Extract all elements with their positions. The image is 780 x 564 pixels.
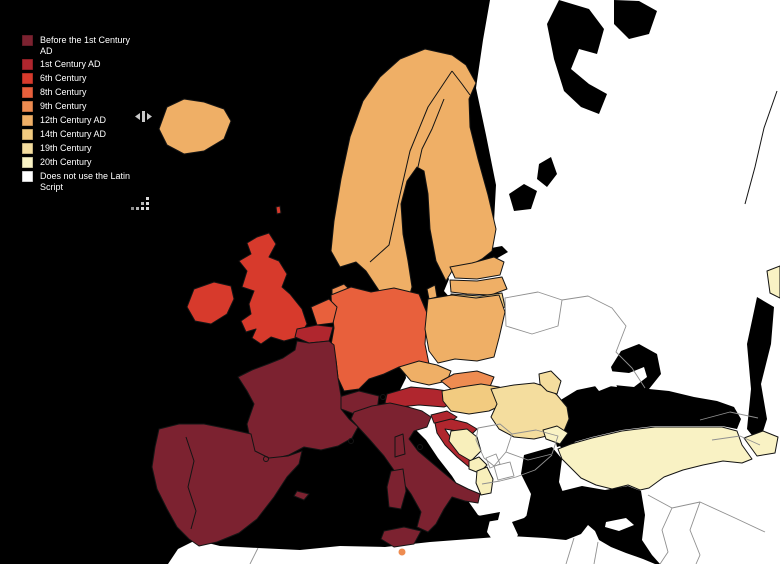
country-uk: [238, 232, 308, 345]
legend-label: 6th Century: [40, 73, 87, 83]
country-poland: [424, 294, 506, 364]
island-shetland: [275, 205, 282, 215]
country-netherlands: [310, 298, 338, 326]
island-balearics: [293, 490, 310, 501]
country-albania: [475, 466, 494, 496]
legend-item: 6th Century: [22, 73, 134, 84]
island-corsica: [394, 433, 406, 458]
legend-swatch: [22, 143, 33, 154]
legend-item: Before the 1st Century AD: [22, 35, 134, 56]
border-belarus: [504, 291, 563, 335]
legend-swatch: [22, 73, 33, 84]
lake-ladoga: [509, 184, 537, 211]
border-armenia: [711, 435, 761, 446]
legend-swatch: [22, 59, 33, 70]
legend-swatch: [22, 87, 33, 98]
region-kazakhstan-edge: [766, 265, 780, 299]
legend-item: 9th Century: [22, 101, 134, 112]
border-macedonia: [493, 461, 515, 481]
legend-item: 14th Century AD: [22, 129, 134, 140]
legend-label: 20th Century: [40, 157, 92, 167]
border-russia-kazakhstan: [744, 90, 778, 205]
microstate-san-marino: [417, 444, 423, 450]
border-sweden-finland: [417, 98, 445, 168]
border-ukraine-russia: [561, 295, 646, 389]
country-turkey: [557, 426, 753, 491]
legend-label: 14th Century AD: [40, 129, 107, 139]
legend-label: Before the 1st Century AD: [40, 35, 131, 56]
legend-swatch: [22, 129, 33, 140]
legend: Before the 1st Century AD 1st Century AD…: [22, 35, 134, 192]
sea-caspian: [747, 297, 774, 444]
country-fennoscandia: [330, 48, 497, 318]
legend-swatch: [22, 115, 33, 126]
sea-black-sea: [551, 344, 741, 447]
border-norway-finland: [451, 70, 471, 96]
legend-swatch: [22, 171, 33, 182]
border-iraq-saudi: [689, 501, 701, 564]
legend-item: 19th Century: [22, 143, 134, 154]
legend-item: 12th Century AD: [22, 115, 134, 126]
legend-label: 9th Century: [40, 101, 87, 111]
peninsula-crimea: [591, 367, 647, 391]
lake-onega: [537, 157, 557, 187]
legend-item: Does not use the Latin Script: [22, 171, 134, 192]
country-iberia: [151, 423, 303, 547]
legend-swatch: [22, 101, 33, 112]
island-cyprus: [605, 518, 634, 531]
country-czechia: [398, 360, 452, 386]
border-tunisia-libya: [593, 541, 599, 564]
legend-label: 12th Century AD: [40, 115, 107, 125]
island-crete: [508, 541, 552, 552]
border-greece-north: [481, 454, 553, 485]
island-malta: [398, 548, 406, 556]
legend-item: 1st Century AD: [22, 59, 134, 70]
border-kosovo: [485, 453, 501, 469]
legend-label: Does not use the Latin Script: [40, 171, 131, 192]
legend-label: 8th Century: [40, 87, 87, 97]
legend-swatch: [22, 157, 33, 168]
microstate-andorra: [263, 456, 269, 462]
border-norway-sweden: [369, 70, 453, 263]
legend-swatch: [22, 35, 33, 46]
border-serbia: [475, 423, 513, 467]
legend-label: 1st Century AD: [40, 59, 101, 69]
border-portugal-spain: [185, 436, 197, 530]
border-caucasus-north: [699, 411, 759, 421]
legend-item: 8th Century: [22, 87, 134, 98]
legend-item: 20th Century: [22, 157, 134, 168]
border-algeria-tunisia: [565, 537, 575, 564]
country-iceland: [158, 98, 232, 155]
sea-barents-inlet: [614, 0, 657, 39]
legend-label: 19th Century: [40, 143, 92, 153]
microstate-monaco: [348, 438, 354, 444]
microstate-liechtenstein: [380, 394, 386, 400]
sea-white-sea: [547, 0, 607, 114]
country-ireland: [186, 281, 235, 325]
country-azerbaijan: [743, 430, 779, 457]
border-morocco-algeria: [249, 547, 259, 564]
island-sicily: [380, 526, 422, 548]
country-bosnia: [448, 428, 482, 462]
country-latvia: [449, 276, 508, 296]
border-jordan: [659, 507, 673, 564]
sea-gulf-of-corinth: [478, 512, 500, 523]
sea-aegean: [521, 447, 567, 532]
border-bulgaria: [505, 429, 559, 461]
country-moldova: [538, 370, 562, 395]
island-sardinia: [386, 468, 407, 510]
country-estonia: [449, 256, 505, 280]
